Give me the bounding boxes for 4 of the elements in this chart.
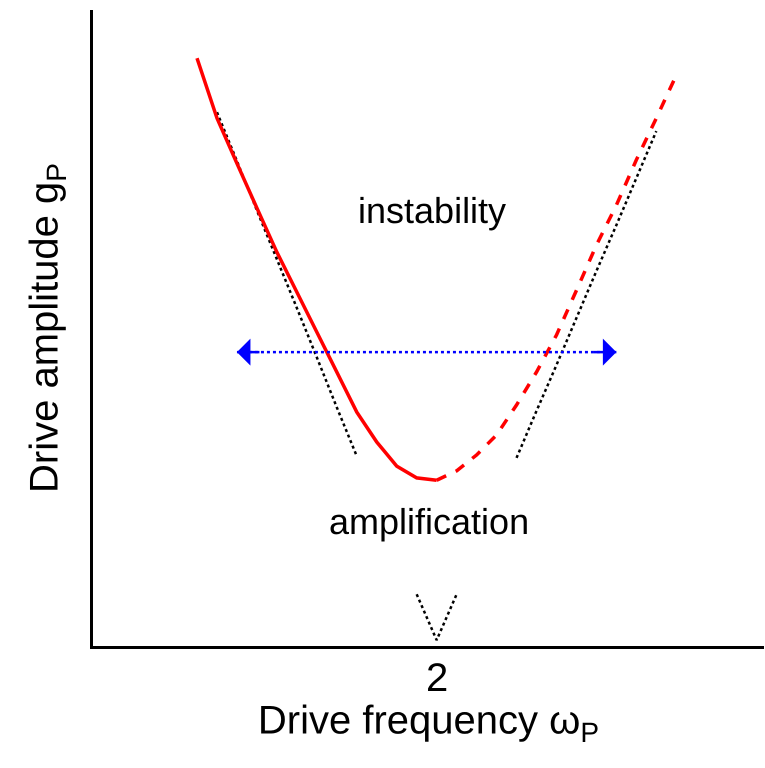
text: 2 [426,656,448,700]
annotation: instability [358,190,506,231]
annotation: amplification [329,501,530,542]
x-axis-title: Drive frequency ω$_{P}$ [258,698,600,748]
